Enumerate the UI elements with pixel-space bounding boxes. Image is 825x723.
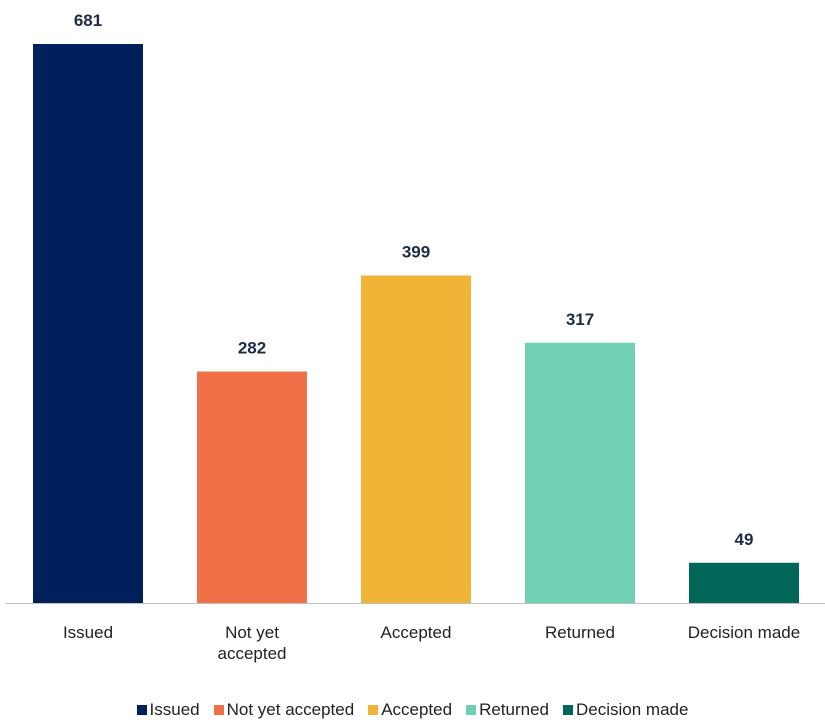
bar [689, 562, 799, 603]
legend-label: Issued [149, 700, 200, 719]
x-tick-label: Accepted [380, 623, 452, 642]
legend-item: Not yet accepted [213, 700, 355, 720]
legend-swatch [466, 705, 477, 715]
legend-swatch [213, 705, 224, 715]
x-tick-label: Issued [62, 623, 114, 642]
legend: Issued Not yet accepted Accepted Returned De… [0, 700, 825, 720]
legend-label: Decision made [576, 700, 689, 719]
legend-label: Not yet accepted [226, 700, 355, 719]
value-label: 317 [566, 310, 594, 329]
value-label: 681 [74, 11, 102, 30]
bar [361, 275, 471, 603]
legend-swatch [563, 705, 574, 715]
bar [525, 342, 635, 603]
x-tick-label: Not yet accepted [217, 623, 287, 663]
legend-item: Decision made [563, 700, 688, 720]
value-label: 399 [402, 242, 430, 261]
legend-item: Accepted [368, 700, 452, 720]
bar [197, 371, 307, 603]
bar [33, 44, 143, 603]
x-tick-label: Returned [545, 623, 615, 642]
legend-item: Returned [466, 700, 549, 720]
value-label: 49 [735, 530, 754, 549]
legend-swatch [368, 705, 379, 715]
value-label: 282 [238, 339, 266, 358]
legend-swatch [136, 705, 147, 715]
legend-item: Issued [136, 700, 200, 720]
legend-label: Accepted [381, 700, 453, 719]
x-tick-label: Decision made [687, 623, 801, 642]
legend-label: Returned [479, 700, 550, 719]
